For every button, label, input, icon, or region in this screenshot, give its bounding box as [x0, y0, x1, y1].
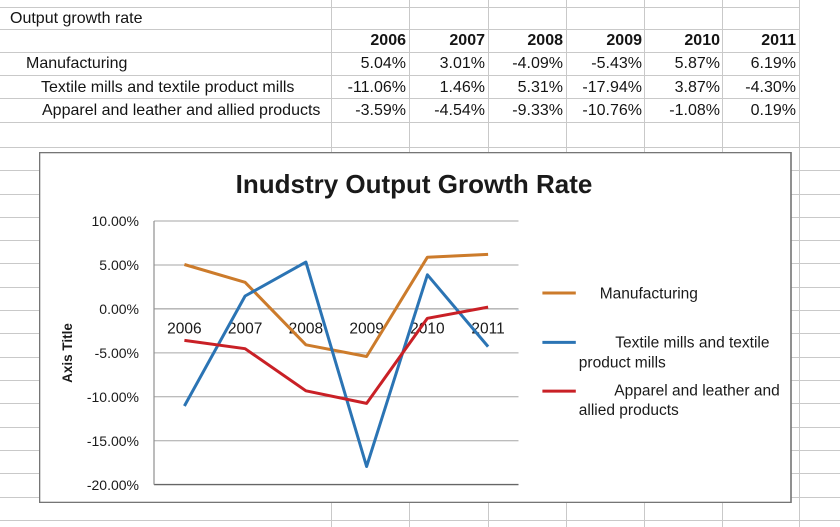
svg-text:2007: 2007 — [228, 321, 262, 338]
svg-text:Axis Title: Axis Title — [60, 323, 75, 383]
svg-text:-20.00%: -20.00% — [87, 477, 139, 493]
svg-text:-15.00%: -15.00% — [87, 433, 139, 449]
svg-text:allied products: allied products — [579, 402, 679, 419]
svg-text:5.00%: 5.00% — [99, 257, 139, 273]
svg-text:-5.00%: -5.00% — [95, 345, 139, 361]
svg-text:10.00%: 10.00% — [92, 213, 139, 229]
svg-text:2011: 2011 — [471, 321, 504, 338]
svg-text:product mills: product mills — [579, 354, 666, 371]
svg-text:-10.00%: -10.00% — [87, 389, 139, 405]
svg-text:2008: 2008 — [289, 321, 323, 338]
svg-text:Manufacturing: Manufacturing — [600, 286, 698, 303]
svg-text:Textile mills and textile: Textile mills and textile — [615, 335, 769, 352]
svg-text:0.00%: 0.00% — [99, 301, 139, 317]
svg-text:2009: 2009 — [349, 321, 383, 338]
svg-text:Apparel and leather and: Apparel and leather and — [614, 382, 779, 399]
svg-text:2010: 2010 — [410, 321, 445, 338]
svg-text:Inudstry Output Growth Rate: Inudstry Output Growth Rate — [236, 169, 593, 199]
svg-text:2006: 2006 — [167, 321, 201, 338]
